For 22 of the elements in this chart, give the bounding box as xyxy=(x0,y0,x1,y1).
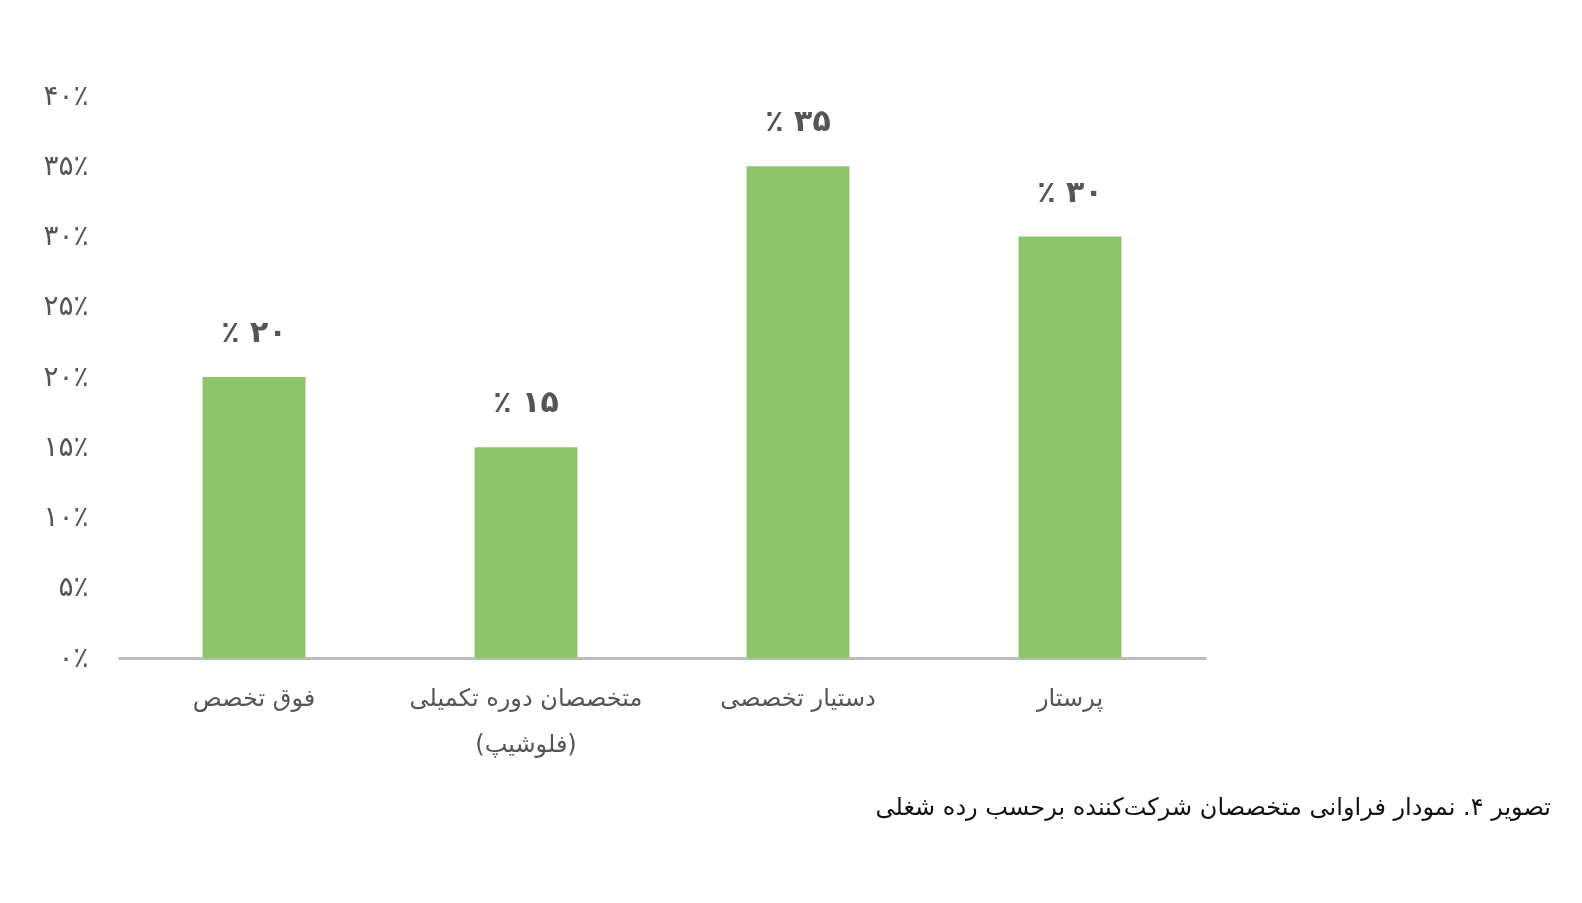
text: تصویر ۴. نمودار فراوانی متخصصان شرکت‌کننده برحسب رده شغلی xyxy=(875,793,1551,821)
bar xyxy=(746,166,850,658)
y-tick-label: ۳۰٪ xyxy=(43,219,89,252)
bar xyxy=(202,377,306,658)
data-label: ٪ ۳۰ xyxy=(1037,173,1103,209)
data-label: ٪ ۱۵ xyxy=(493,384,559,420)
x-tick-label: دستیار تخصصی xyxy=(720,683,876,712)
data-label: ٪ ۲۰ xyxy=(221,314,287,349)
bar xyxy=(1018,236,1122,658)
y-tick-label: ۱۰٪ xyxy=(43,500,89,533)
y-tick-label: ۰٪ xyxy=(58,640,89,674)
y-tick-label: ۲۵٪ xyxy=(43,289,89,323)
y-tick-label: ۲۰٪ xyxy=(43,359,89,393)
y-tick-label: ۱۵٪ xyxy=(43,429,89,463)
x-tick-label: متخصصان دوره تکمیلی (فلوشیپ) xyxy=(409,683,643,758)
x-tick-label: فوق تخصص xyxy=(192,683,316,712)
y-tick-label: ۳۵٪ xyxy=(43,148,89,182)
bar xyxy=(474,447,578,658)
data-label: ٪ ۳۵ xyxy=(765,103,831,139)
y-tick-label: ۴۰٪ xyxy=(43,78,89,112)
x-tick-label: پرستار xyxy=(1035,683,1104,712)
y-tick-label: ۵٪ xyxy=(58,570,89,604)
